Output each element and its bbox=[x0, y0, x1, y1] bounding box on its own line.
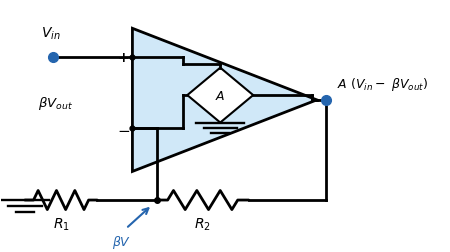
Polygon shape bbox=[132, 29, 317, 172]
Text: $\beta V$: $\beta V$ bbox=[112, 234, 131, 250]
Text: +: + bbox=[118, 51, 130, 65]
Text: $A$: $A$ bbox=[215, 89, 225, 102]
Text: $R_2$: $R_2$ bbox=[194, 216, 211, 232]
Polygon shape bbox=[187, 68, 253, 123]
Text: $-$: $-$ bbox=[117, 121, 130, 136]
Text: $A\ (V_{in}-\ \beta V_{out})$: $A\ (V_{in}-\ \beta V_{out})$ bbox=[337, 75, 428, 92]
Text: $R_1$: $R_1$ bbox=[53, 216, 69, 232]
Text: $V_{in}$: $V_{in}$ bbox=[41, 26, 61, 42]
Text: $\beta V_{out}$: $\beta V_{out}$ bbox=[38, 94, 73, 111]
